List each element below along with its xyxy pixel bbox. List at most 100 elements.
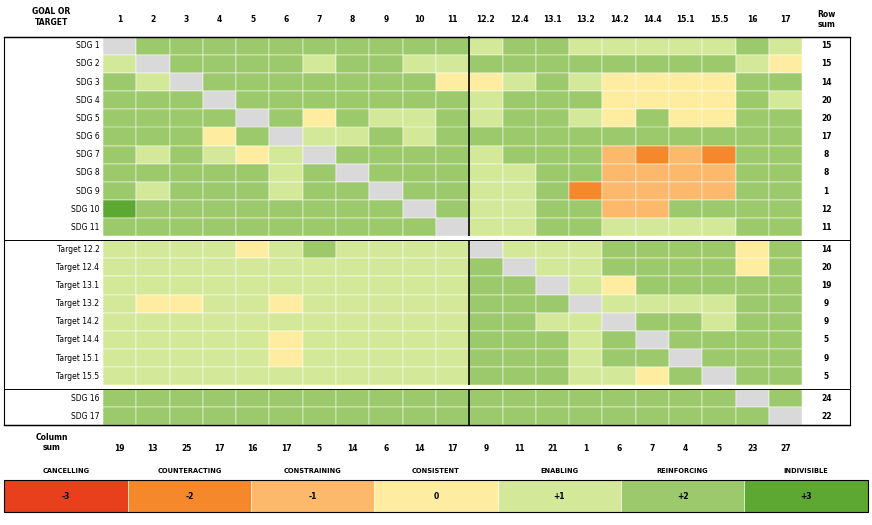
Text: 14: 14 <box>347 444 358 454</box>
Bar <box>535 73 569 91</box>
Text: 9: 9 <box>823 317 829 326</box>
Text: 1: 1 <box>583 444 589 454</box>
Bar <box>669 182 702 200</box>
Text: SDG 10: SDG 10 <box>71 205 99 214</box>
Bar <box>103 313 136 331</box>
Bar <box>136 109 169 128</box>
Bar <box>769 164 802 182</box>
Bar <box>769 389 802 407</box>
Bar <box>103 109 136 128</box>
Bar <box>736 218 769 236</box>
Bar <box>736 128 769 145</box>
Bar <box>736 295 769 313</box>
Bar <box>502 258 535 276</box>
Bar <box>436 182 469 200</box>
Bar <box>535 109 569 128</box>
Bar <box>269 349 303 367</box>
Text: Target 13.1: Target 13.1 <box>57 281 99 290</box>
Bar <box>169 276 203 295</box>
Bar <box>203 407 236 425</box>
Text: 21: 21 <box>548 444 558 454</box>
Text: 20: 20 <box>821 114 832 123</box>
Text: 17: 17 <box>780 15 791 24</box>
Bar <box>436 276 469 295</box>
Bar <box>136 331 169 349</box>
Text: SDG 17: SDG 17 <box>71 412 99 421</box>
Bar <box>736 73 769 91</box>
Bar <box>736 389 769 407</box>
Text: 4: 4 <box>217 15 222 24</box>
Bar <box>403 389 436 407</box>
Bar <box>336 164 370 182</box>
Bar <box>336 109 370 128</box>
Bar <box>736 182 769 200</box>
Bar <box>769 37 802 55</box>
Bar <box>370 295 403 313</box>
Bar <box>769 91 802 109</box>
Bar <box>569 276 603 295</box>
Bar <box>669 349 702 367</box>
Bar <box>269 200 303 218</box>
Bar <box>769 367 802 385</box>
Bar <box>736 91 769 109</box>
Text: +1: +1 <box>554 491 565 501</box>
Bar <box>269 258 303 276</box>
Bar <box>269 295 303 313</box>
Bar <box>203 331 236 349</box>
Bar <box>236 182 269 200</box>
Bar <box>370 240 403 258</box>
Bar <box>370 91 403 109</box>
Bar <box>303 389 336 407</box>
Bar <box>535 389 569 407</box>
Text: 6: 6 <box>384 444 389 454</box>
Bar <box>203 258 236 276</box>
Bar <box>535 91 569 109</box>
Bar <box>736 367 769 385</box>
Bar <box>603 367 636 385</box>
Bar <box>336 349 370 367</box>
Text: 5: 5 <box>824 372 828 381</box>
Text: 5: 5 <box>250 15 255 24</box>
Text: Target 15.1: Target 15.1 <box>57 353 99 363</box>
Bar <box>370 73 403 91</box>
Bar <box>336 240 370 258</box>
Bar <box>236 389 269 407</box>
Bar <box>636 55 669 73</box>
Bar <box>203 349 236 367</box>
Text: 14: 14 <box>821 245 832 254</box>
Bar <box>469 349 502 367</box>
Bar <box>569 73 603 91</box>
Bar <box>4 37 850 425</box>
Bar <box>236 200 269 218</box>
Text: Target 14.4: Target 14.4 <box>57 335 99 344</box>
Bar <box>236 73 269 91</box>
Bar <box>169 164 203 182</box>
Bar <box>502 91 535 109</box>
Bar <box>569 55 603 73</box>
Text: 13: 13 <box>147 444 158 454</box>
Bar <box>403 407 436 425</box>
Bar <box>569 37 603 55</box>
Bar <box>269 313 303 331</box>
Text: 20: 20 <box>821 96 832 105</box>
Bar <box>603 128 636 145</box>
Bar <box>603 200 636 218</box>
Bar <box>535 295 569 313</box>
Bar <box>436 407 469 425</box>
Bar <box>169 331 203 349</box>
Bar <box>436 200 469 218</box>
Bar <box>769 295 802 313</box>
Bar <box>403 182 436 200</box>
Bar <box>169 128 203 145</box>
Bar <box>535 164 569 182</box>
Text: CONSISTENT: CONSISTENT <box>412 468 460 474</box>
Bar <box>636 258 669 276</box>
Bar <box>403 276 436 295</box>
Bar <box>702 313 736 331</box>
Text: 22: 22 <box>821 412 832 421</box>
Bar <box>769 73 802 91</box>
Bar <box>736 276 769 295</box>
Text: SDG 11: SDG 11 <box>71 223 99 232</box>
Bar <box>370 200 403 218</box>
Bar <box>502 145 535 164</box>
